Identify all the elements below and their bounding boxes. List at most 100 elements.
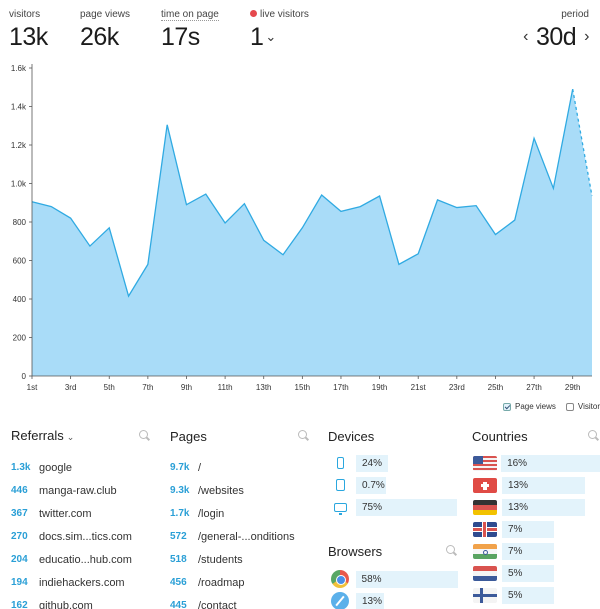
item-count: 446 [11, 485, 28, 496]
item-label: google [39, 461, 73, 474]
period-label: period [561, 9, 589, 20]
item-label: manga-raw.club [39, 484, 117, 497]
list-item[interactable]: 9.3k/websites [170, 479, 310, 502]
checkbox-icon[interactable] [565, 402, 574, 411]
list-item[interactable]: 194 indiehackers.com [11, 571, 151, 594]
chevron-down-icon[interactable]: ⌄ [265, 29, 276, 44]
countries-list: 16% 13% 13% 7% 7% 5% 5% [472, 452, 600, 606]
browsers-panel: Browsers 58% 13% [328, 543, 458, 609]
item-icon-wrap [472, 521, 498, 537]
live-visitors-value: 1 [250, 23, 264, 51]
list-item[interactable]: 1.3k google [11, 456, 151, 479]
list-item[interactable]: 13% [472, 496, 600, 518]
legend-visitors[interactable]: Visitor [565, 402, 600, 411]
share-bar: 0.7% [356, 476, 386, 494]
live-visitors-label: live visitors [260, 9, 309, 20]
search-icon[interactable] [588, 430, 600, 442]
checkbox-icon[interactable] [502, 402, 511, 411]
item-label: /login [198, 507, 225, 520]
referrals-title: Referrals [11, 428, 64, 443]
y-tick-label: 1.2k [11, 141, 27, 150]
referrals-title-button[interactable]: Referrals ⌄ [11, 427, 74, 445]
time-on-page-value: 17s [161, 23, 200, 51]
search-icon[interactable] [298, 430, 310, 442]
list-item[interactable]: 367 twitter.com [11, 502, 151, 525]
desktop-icon [333, 502, 347, 515]
page-views-value: 26k [80, 23, 119, 51]
list-item[interactable]: 5% [472, 584, 600, 606]
item-icon-wrap [328, 457, 352, 469]
list-item[interactable]: 16% [472, 452, 600, 474]
list-item[interactable]: 270 docs.sim...tics.com [11, 525, 151, 548]
list-item[interactable]: 0.7% [328, 474, 458, 496]
period-value[interactable]: 30d [535, 23, 577, 51]
browsers-list: 58% 13% [328, 568, 458, 609]
devices-panel: Devices 24% 0.7% 75% [328, 428, 458, 518]
share-bar: 24% [356, 454, 389, 472]
live-dot-icon [250, 10, 257, 17]
share-bar: 5% [502, 564, 554, 582]
x-tick-label: 17th [333, 383, 349, 392]
pages-list: 9.7k / 9.3k/websites 1.7k/login 572/general-… [170, 456, 310, 609]
time-on-page-stat[interactable]: time on page 17s [161, 9, 219, 52]
live-visitors-stat[interactable]: live visitors 1 ⌄ [250, 9, 309, 52]
page-views-line [31, 89, 574, 298]
y-tick-label: 200 [13, 334, 27, 343]
page-views-stat[interactable]: page views 26k [80, 9, 130, 52]
item-icon-wrap [472, 543, 498, 559]
item-label: github.com [39, 599, 93, 609]
list-item[interactable]: 13% [472, 474, 600, 496]
item-label: / [198, 461, 202, 474]
list-item[interactable]: 5% [472, 562, 600, 584]
list-item[interactable]: 162 github.com [11, 594, 151, 609]
list-item[interactable]: 446 manga-raw.club [11, 479, 151, 502]
item-count: 445 [170, 600, 187, 609]
chevron-down-icon: ⌄ [66, 432, 75, 442]
x-tick-label: 15th [295, 383, 311, 392]
chart-legend: Page views Visitor [502, 402, 600, 411]
share-bar: 75% [356, 498, 458, 516]
visitors-stat[interactable]: visitors 13k [9, 9, 48, 52]
list-item[interactable]: 204 educatio...hub.com [11, 548, 151, 571]
list-item[interactable]: 75% [328, 496, 458, 518]
y-tick-label: 1.0k [11, 180, 27, 189]
list-item[interactable]: 1.7k/login [170, 502, 310, 525]
list-item[interactable]: 7% [472, 518, 600, 540]
item-icon-wrap [328, 502, 352, 515]
legend-page-views[interactable]: Page views [502, 402, 556, 411]
nl-flag-icon [473, 565, 497, 581]
search-icon[interactable] [446, 545, 458, 557]
x-tick-label: 25th [488, 383, 504, 392]
list-item[interactable]: 7% [472, 540, 600, 562]
list-item[interactable]: 58% [328, 568, 458, 590]
search-icon[interactable] [139, 430, 151, 442]
item-label: /students [198, 553, 243, 566]
list-item[interactable]: 456/roadmap [170, 571, 310, 594]
pages-panel: Pages 9.7k / 9.3k/websites 1.7k/login 572/ge… [170, 428, 310, 609]
list-item[interactable]: 13% [328, 590, 458, 609]
item-icon-wrap [472, 477, 498, 493]
list-item[interactable]: 572/general-...onditions [170, 525, 310, 548]
time-on-page-label: time on page [161, 9, 219, 21]
x-tick-label: 29th [565, 383, 581, 392]
legend-visitors-label: Visitor [577, 402, 600, 411]
list-item[interactable]: 9.7k / [170, 456, 310, 479]
item-count: 9.7k [170, 462, 190, 473]
list-item[interactable]: 24% [328, 452, 458, 474]
pages-title: Pages [170, 428, 207, 444]
item-label: twitter.com [39, 507, 92, 520]
item-label: educatio...hub.com [39, 553, 132, 566]
item-count: 162 [11, 600, 28, 609]
list-item[interactable]: 518/students [170, 548, 310, 571]
safari-icon [331, 592, 349, 609]
x-tick-label: 19th [372, 383, 388, 392]
page-views-label: page views [80, 9, 131, 20]
next-period-button[interactable]: › [584, 28, 589, 45]
us-flag-icon [472, 455, 497, 471]
list-item[interactable]: 445/contact [170, 594, 310, 609]
item-icon-wrap [328, 479, 352, 491]
item-label: /general-...onditions [198, 530, 295, 543]
previous-period-button[interactable]: ‹ [523, 28, 528, 45]
visitors-value: 13k [9, 23, 48, 51]
item-icon-wrap [328, 570, 352, 588]
